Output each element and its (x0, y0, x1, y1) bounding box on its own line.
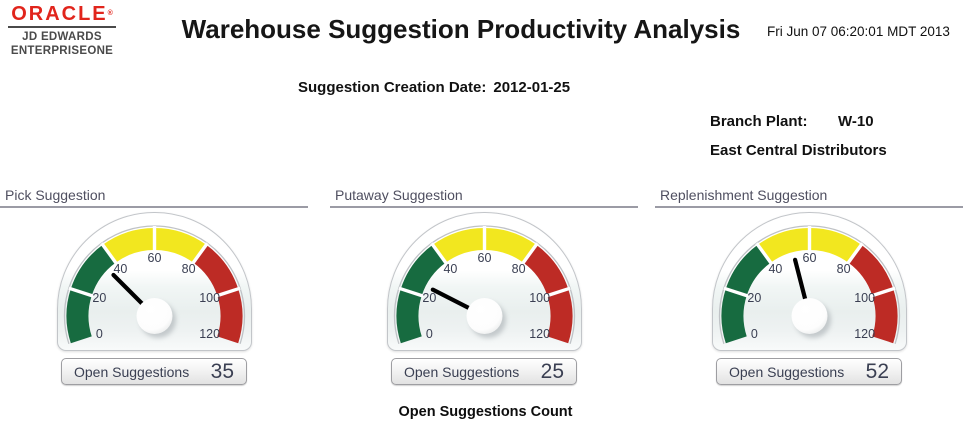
gauge-hub (136, 298, 172, 334)
logo-jd-edwards: JD EDWARDS (22, 31, 102, 43)
branch-plant-label: Branch Plant: (710, 113, 808, 130)
panel-putaway-suggestion: Putaway Suggestion 0 20 40 60 80 100 120 Open … (330, 187, 638, 385)
gauge-tick-label: 120 (854, 327, 875, 341)
chart-caption: Open Suggestions Count (398, 404, 573, 420)
gauge-tick-label: 0 (95, 327, 102, 341)
gauge-tick-gap (397, 286, 424, 298)
gauge-tick-label: 40 (113, 262, 127, 276)
gauge-needle (792, 257, 808, 305)
counter-label: Open Suggestions (404, 363, 520, 380)
creation-date-value: 2012-01-25 (493, 79, 571, 96)
gauge-tick-gap (722, 286, 749, 298)
gauge-hub (466, 298, 502, 334)
panel-title: Replenishment Suggestion (655, 187, 963, 208)
gauge-tick-label: 20 (747, 291, 761, 305)
gauge-tick-label: 60 (147, 251, 161, 265)
panel-title: Putaway Suggestion (330, 187, 638, 208)
creation-date-label: Suggestion Creation Date: (298, 79, 487, 96)
gauge-tick-gap (754, 242, 773, 266)
oracle-jde-logo: ORACLE® JD EDWARDS ENTERPRISEONE (8, 3, 116, 58)
counter-label: Open Suggestions (729, 363, 845, 380)
gauge-tick-gap (67, 286, 94, 298)
gauge-tick-label: 80 (511, 262, 525, 276)
logo-enterpriseone: ENTERPRISEONE (10, 45, 114, 57)
oracle-wordmark: ORACLE (11, 3, 108, 25)
registered-trademark-mark: ® (107, 10, 113, 17)
open-suggestions-counter: Open Suggestions 25 (391, 358, 577, 385)
oracle-logo-text: ORACLE® (8, 3, 116, 25)
gauge-tick-label: 60 (477, 251, 491, 265)
gauge-needle (430, 287, 474, 312)
gauge-dial-putaway: 0 20 40 60 80 100 120 (386, 212, 582, 351)
counter-label: Open Suggestions (74, 363, 190, 380)
gauge-needle (110, 272, 147, 309)
gauge-tick-gap (845, 242, 864, 266)
gauge-tick-label: 0 (425, 327, 432, 341)
gauge-tick-gap (214, 286, 241, 298)
gauge-svg: 0 20 40 60 80 100 120 (718, 225, 900, 345)
gauge-tick-label: 120 (199, 327, 220, 341)
gauge-tick-label: 0 (750, 327, 757, 341)
suggestion-creation-date: Suggestion Creation Date: 2012-01-25 (298, 79, 570, 96)
open-suggestions-counter: Open Suggestions 52 (716, 358, 902, 385)
gauge-tick-gap (520, 242, 539, 266)
counter-value: 52 (865, 359, 889, 383)
gauge-tick-label: 80 (836, 262, 850, 276)
gauge-tick-label: 100 (854, 291, 875, 305)
report-timestamp: Fri Jun 07 06:20:01 MDT 2013 (767, 24, 950, 39)
logo-divider (8, 26, 116, 28)
gauge-tick-gap (190, 242, 209, 266)
gauge-tick-label: 20 (92, 291, 106, 305)
page-title: Warehouse Suggestion Productivity Analys… (181, 14, 741, 44)
panel-pick-suggestion: Pick Suggestion 0 20 40 60 80 100 120 Open Sug… (0, 187, 308, 385)
gauge-tick-gap (429, 242, 448, 266)
open-suggestions-counter: Open Suggestions 35 (61, 358, 247, 385)
panel-replenishment-suggestion: Replenishment Suggestion 0 20 40 60 80 100 120… (655, 187, 963, 385)
gauge-hub (791, 298, 827, 334)
gauge-svg: 0 20 40 60 80 100 120 (63, 225, 245, 345)
gauge-tick-label: 40 (768, 262, 782, 276)
gauge-tick-label: 100 (529, 291, 550, 305)
gauge-tick-gap (869, 286, 896, 298)
counter-value: 25 (540, 359, 564, 383)
counter-value: 35 (210, 359, 234, 383)
gauge-tick-label: 80 (181, 262, 195, 276)
gauge-dial-pick: 0 20 40 60 80 100 120 (56, 212, 252, 351)
gauge-tick-gap (99, 242, 118, 266)
gauge-tick-label: 40 (443, 262, 457, 276)
panel-title: Pick Suggestion (0, 187, 308, 208)
gauge-tick-label: 60 (802, 251, 816, 265)
branch-plant-code: W-10 (838, 113, 874, 130)
gauge-svg: 0 20 40 60 80 100 120 (393, 225, 575, 345)
gauge-dial-replenishment: 0 20 40 60 80 100 120 (711, 212, 907, 351)
gauge-tick-label: 100 (199, 291, 220, 305)
gauge-tick-label: 20 (422, 291, 436, 305)
gauge-tick-gap (544, 286, 571, 298)
branch-plant-name: East Central Distributors (710, 142, 887, 159)
gauge-tick-label: 120 (529, 327, 550, 341)
